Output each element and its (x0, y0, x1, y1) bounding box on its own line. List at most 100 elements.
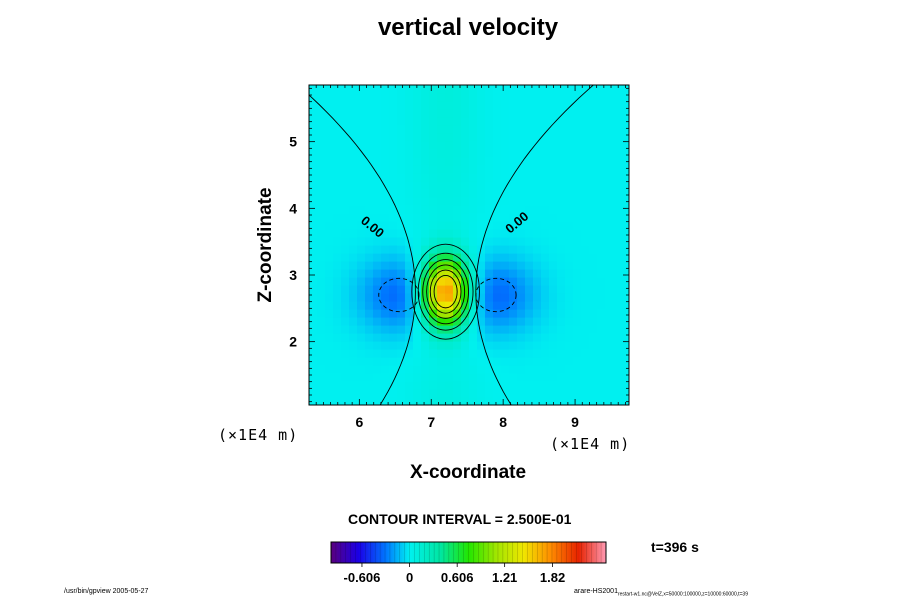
field-cell (573, 325, 582, 334)
field-cell (413, 253, 422, 262)
field-cell (525, 93, 534, 102)
field-cell (605, 285, 614, 294)
field-cell (485, 221, 494, 230)
field-cell (357, 285, 366, 294)
field-cell (485, 317, 494, 326)
field-cell (325, 221, 334, 230)
x-tick-label: 7 (427, 414, 435, 430)
field-cell (445, 245, 454, 254)
field-cell (477, 101, 486, 110)
field-cell (549, 165, 558, 174)
field-cell (349, 253, 358, 262)
field-cell (517, 301, 526, 310)
field-cell (397, 173, 406, 182)
field-cell (381, 173, 390, 182)
field-cell (541, 221, 550, 230)
field-cell (541, 261, 550, 270)
field-cell (389, 133, 398, 142)
field-cell (469, 381, 478, 390)
field-cell (445, 389, 454, 398)
field-cell (309, 261, 318, 270)
field-cell (581, 189, 590, 198)
field-cell (309, 133, 318, 142)
field-cell (557, 333, 566, 342)
field-cell (341, 141, 350, 150)
field-cell (517, 197, 526, 206)
field-cell (397, 341, 406, 350)
field-cell (357, 373, 366, 382)
field-cell (469, 333, 478, 342)
field-cell (469, 85, 478, 94)
field-cell (389, 357, 398, 366)
field-cell (461, 141, 470, 150)
field-cell (541, 389, 550, 398)
field-cell (525, 141, 534, 150)
field-cell (477, 245, 486, 254)
field-cell (445, 213, 454, 222)
field-cell (541, 301, 550, 310)
field-cell (381, 357, 390, 366)
field-cell (469, 277, 478, 286)
field-cell (493, 325, 502, 334)
field-cell (501, 133, 510, 142)
field-cell (613, 333, 622, 342)
field-cell (549, 101, 558, 110)
field-cell (509, 213, 518, 222)
field-cell (429, 341, 438, 350)
field-cell (461, 101, 470, 110)
field-cell (453, 229, 462, 238)
field-cell (453, 173, 462, 182)
field-cell (389, 141, 398, 150)
field-cell (477, 141, 486, 150)
field-cell (453, 149, 462, 158)
field-cell (597, 109, 606, 118)
field-cell (589, 389, 598, 398)
field-cell (365, 381, 374, 390)
field-cell (565, 213, 574, 222)
field-cell (533, 173, 542, 182)
field-cell (517, 269, 526, 278)
field-cell (349, 141, 358, 150)
field-cell (325, 197, 334, 206)
field-cell (525, 149, 534, 158)
field-cell (309, 189, 318, 198)
field-cell (613, 157, 622, 166)
field-cell (397, 325, 406, 334)
field-cell (613, 245, 622, 254)
field-cell (349, 133, 358, 142)
field-cell (429, 277, 438, 286)
field-cell (549, 373, 558, 382)
field-cell (365, 93, 374, 102)
field-cell (501, 229, 510, 238)
field-cell (461, 205, 470, 214)
field-cell (493, 309, 502, 318)
field-cell (477, 389, 486, 398)
field-cell (397, 205, 406, 214)
field-cell (453, 341, 462, 350)
field-cell (381, 189, 390, 198)
field-cell (397, 125, 406, 134)
field-cell (445, 285, 454, 294)
field-cell (309, 117, 318, 126)
field-cell (445, 189, 454, 198)
field-cell (501, 213, 510, 222)
field-cell (333, 253, 342, 262)
field-cell (437, 381, 446, 390)
field-cell (565, 189, 574, 198)
field-cell (621, 173, 629, 182)
field-cell (445, 365, 454, 374)
field-cell (309, 381, 318, 390)
field-cell (429, 237, 438, 246)
field-cell (397, 333, 406, 342)
field-cell (477, 253, 486, 262)
field-cell (533, 325, 542, 334)
field-cell (389, 365, 398, 374)
field-cell (325, 261, 334, 270)
field-cell (381, 85, 390, 94)
field-cell (477, 269, 486, 278)
field-cell (317, 93, 326, 102)
field-cell (509, 357, 518, 366)
field-cell (445, 165, 454, 174)
field-cell (509, 125, 518, 134)
field-cell (533, 149, 542, 158)
